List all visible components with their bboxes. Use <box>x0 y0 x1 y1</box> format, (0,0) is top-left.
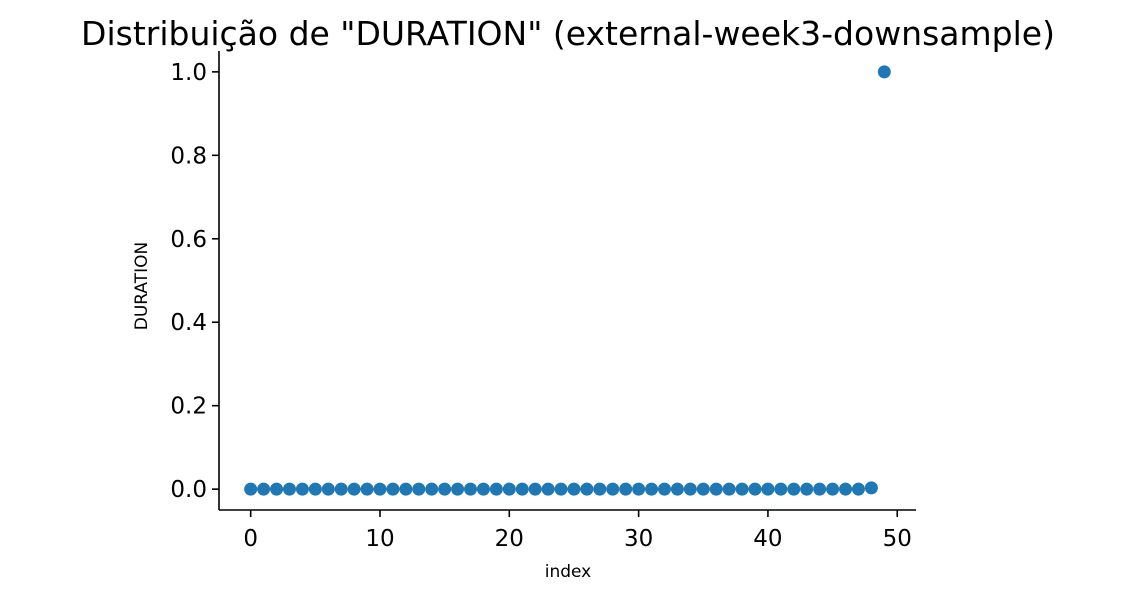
data-point <box>864 481 878 495</box>
data-point <box>632 482 646 496</box>
data-point <box>399 482 413 496</box>
data-point <box>606 482 620 496</box>
data-point <box>839 482 853 496</box>
data-point <box>761 482 775 496</box>
data-point <box>308 482 322 496</box>
data-points <box>244 65 891 496</box>
data-point <box>580 482 594 496</box>
data-point <box>515 482 529 496</box>
data-point <box>270 482 284 496</box>
data-point <box>800 482 814 496</box>
data-point <box>282 482 296 496</box>
data-point <box>877 65 891 79</box>
data-point <box>645 482 659 496</box>
y-tick-label: 0.8 <box>170 143 207 169</box>
data-point <box>683 482 697 496</box>
data-point <box>464 482 478 496</box>
x-axis-label: index <box>545 562 592 582</box>
data-point <box>438 482 452 496</box>
data-point <box>373 482 387 496</box>
data-point <box>813 482 827 496</box>
data-point <box>360 482 374 496</box>
data-point <box>257 482 271 496</box>
data-point <box>826 482 840 496</box>
data-point <box>851 482 865 496</box>
data-point <box>489 482 503 496</box>
y-tick-label: 0.0 <box>170 477 207 503</box>
x-tick-label: 20 <box>495 526 524 552</box>
data-point <box>502 482 516 496</box>
chart-title: Distribuição de "DURATION" (external-wee… <box>81 14 1055 53</box>
data-point <box>295 482 309 496</box>
data-point <box>567 482 581 496</box>
data-point <box>709 482 723 496</box>
data-point <box>593 482 607 496</box>
y-tick-label: 0.2 <box>170 394 207 420</box>
data-point <box>334 482 348 496</box>
x-tick-label: 10 <box>365 526 394 552</box>
x-tick-label: 40 <box>753 526 782 552</box>
y-tick-label: 0.4 <box>170 310 207 336</box>
data-point <box>244 482 258 496</box>
data-point <box>412 482 426 496</box>
data-point <box>541 482 555 496</box>
data-point <box>554 482 568 496</box>
y-tick-label: 1.0 <box>170 60 207 86</box>
data-point <box>670 482 684 496</box>
x-tick-label: 30 <box>624 526 653 552</box>
data-point <box>774 482 788 496</box>
data-point <box>735 482 749 496</box>
data-point <box>476 482 490 496</box>
data-point <box>619 482 633 496</box>
x-tick-label: 50 <box>883 526 912 552</box>
data-point <box>696 482 710 496</box>
data-point <box>347 482 361 496</box>
data-point <box>528 482 542 496</box>
y-tick-label: 0.6 <box>170 227 207 253</box>
x-axis-ticks: 0 10 20 30 40 50 <box>243 510 912 552</box>
data-point <box>386 482 400 496</box>
data-point <box>722 482 736 496</box>
y-axis-label: DURATION <box>132 242 152 330</box>
data-point <box>657 482 671 496</box>
data-point <box>425 482 439 496</box>
data-point <box>451 482 465 496</box>
y-axis-ticks: 0.0 0.2 0.4 0.6 0.8 1.0 <box>170 60 219 503</box>
data-point <box>787 482 801 496</box>
x-tick-label: 0 <box>243 526 258 552</box>
data-point <box>748 482 762 496</box>
data-point <box>321 482 335 496</box>
